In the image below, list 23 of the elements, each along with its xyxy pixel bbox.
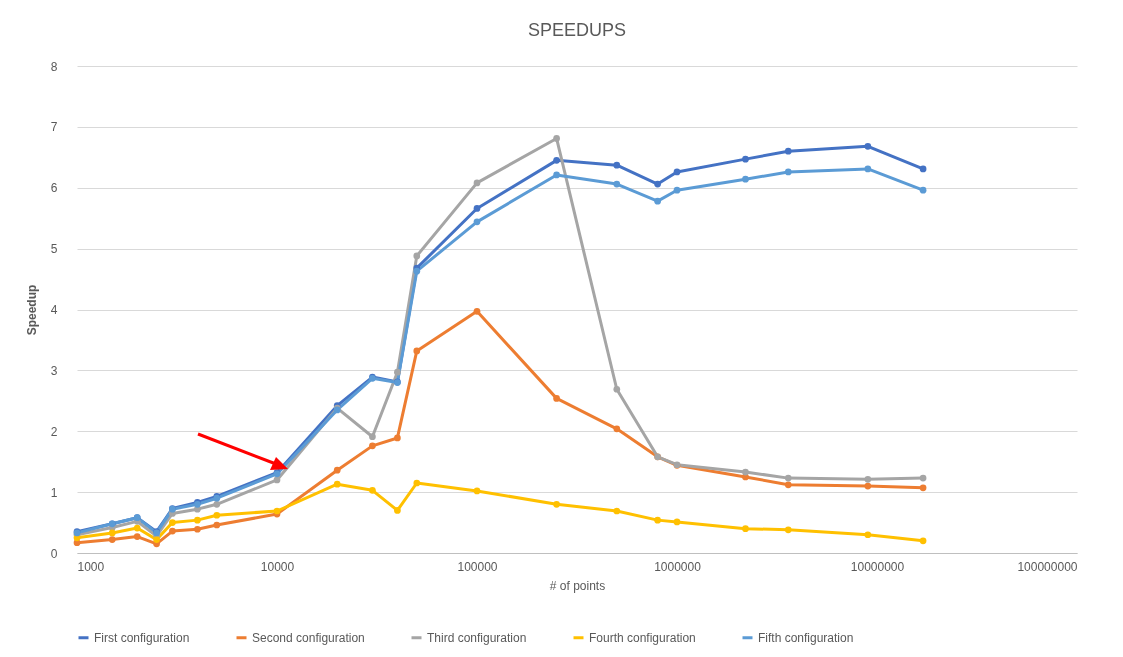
x-tick-label: 1000 [77, 559, 105, 574]
x-tick-label: 100000000 [1017, 559, 1078, 574]
legend-label: First configuration [94, 630, 190, 645]
y-axis-title: Speedup [24, 284, 39, 336]
y-tick-label: 3 [50, 363, 58, 378]
legend-label: Third configuration [427, 630, 527, 645]
chart-title: SPEEDUPS [527, 20, 627, 40]
y-tick-label: 4 [50, 303, 58, 317]
x-tick-label: 10000 [260, 559, 295, 574]
x-tick-label: 100000 [457, 559, 498, 574]
y-tick-label: 1 [50, 485, 58, 500]
y-tick-label: 7 [50, 120, 58, 135]
x-tick-label: 1000000 [654, 559, 702, 574]
x-axis-title: # of points [549, 578, 606, 593]
legend-label: Second configuration [252, 630, 365, 645]
legend-label: Fifth configuration [758, 630, 854, 645]
y-tick-label: 6 [50, 181, 58, 196]
legend-label: Fourth configuration [589, 630, 696, 645]
y-tick-label: 8 [50, 59, 58, 74]
x-tick-label: 10000000 [850, 559, 905, 574]
y-tick-label: 2 [50, 424, 58, 439]
y-tick-label: 0 [50, 546, 58, 561]
y-tick-label: 5 [50, 242, 58, 257]
